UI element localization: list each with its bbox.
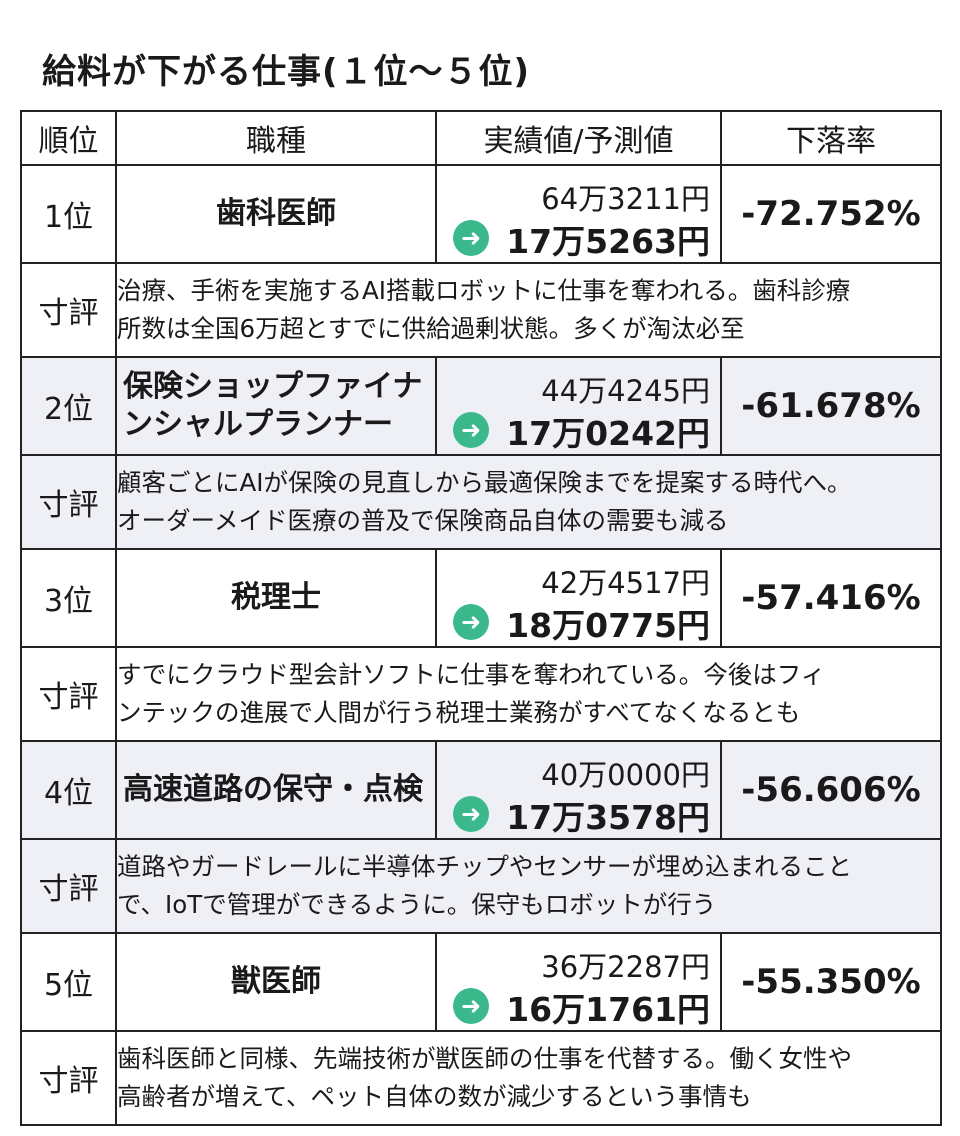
predicted-value: 17万5263円 — [506, 222, 710, 261]
table-row: 4位 高速道路の保守・点検 40万0000円 ➜ 17万3578円 -56.60… — [20, 740, 942, 840]
rank-cell: 5位 — [20, 932, 117, 1032]
job-cell: 税理士 — [115, 548, 437, 648]
comment-label: 寸評 — [20, 262, 117, 358]
rate-cell: -56.606% — [720, 740, 942, 840]
arrow-right-icon: ➜ — [453, 604, 489, 640]
current-value: 42万4517円 — [541, 566, 710, 600]
table-row: 1位 歯科医師 64万3211円 ➜ 17万5263円 -72.752% — [20, 164, 942, 264]
predicted-value: 18万0775円 — [506, 606, 710, 645]
header-rate: 下落率 — [720, 110, 942, 166]
rate-cell: -57.416% — [720, 548, 942, 648]
comment-line: 顧客ごとにAIが保険の見直しから最適保険までを提案する時代へ。 — [117, 468, 852, 497]
comment-cell: 顧客ごとにAIが保険の見直しから最適保険までを提案する時代へ。 オーダーメイド医… — [115, 454, 942, 550]
rate-cell: -55.350% — [720, 932, 942, 1032]
comment-cell: すでにクラウド型会計ソフトに仕事を奪われている。今後はフィ ンテックの進展で人間… — [115, 646, 942, 742]
rank-cell: 2位 — [20, 356, 117, 456]
rate-cell: -61.678% — [720, 356, 942, 456]
arrow-right-icon: ➜ — [453, 220, 489, 256]
current-value: 64万3211円 — [541, 182, 710, 216]
comment-row: 寸評 顧客ごとにAIが保険の見直しから最適保険までを提案する時代へ。 オーダーメ… — [20, 454, 942, 550]
job-cell: 高速道路の保守・点検 — [115, 740, 437, 840]
ranking-table: 順位 職種 実績値/予測値 下落率 1位 歯科医師 64万3211円 ➜ 17万… — [20, 110, 942, 1126]
comment-line: すでにクラウド型会計ソフトに仕事を奪われている。今後はフィ — [117, 660, 826, 689]
job-cell: 獣医師 — [115, 932, 437, 1032]
values-cell: 64万3211円 ➜ 17万5263円 — [435, 164, 722, 264]
comment-line: ンテックの進展で人間が行う税理士業務がすべてなくなるとも — [117, 698, 801, 727]
header-job: 職種 — [115, 110, 437, 166]
job-cell: 歯科医師 — [115, 164, 437, 264]
arrow-right-icon: ➜ — [453, 796, 489, 832]
current-value: 40万0000円 — [541, 758, 710, 792]
rank-cell: 1位 — [20, 164, 117, 264]
job-line: 保険ショップファイナ — [123, 369, 423, 404]
comment-line: 所数は全国6万超とすでに供給過剰状態。多くが淘汰必至 — [117, 314, 745, 343]
comment-line: 歯科医師と同様、先端技術が獣医師の仕事を代替する。働く女性や — [117, 1044, 852, 1073]
current-value: 36万2287円 — [541, 950, 710, 984]
comment-cell: 道路やガードレールに半導体チップやセンサーが埋め込まれること で、IoTで管理が… — [115, 838, 942, 934]
comment-cell: 歯科医師と同様、先端技術が獣医師の仕事を代替する。働く女性や 高齢者が増えて、ペ… — [115, 1030, 942, 1126]
table-row: 2位 保険ショップファイナ ンシャルプランナー 44万4245円 ➜ 17万02… — [20, 356, 942, 456]
table-row: 5位 獣医師 36万2287円 ➜ 16万1761円 -55.350% — [20, 932, 942, 1032]
comment-line: で、IoTで管理ができるように。保守もロボットが行う — [117, 890, 717, 919]
rank-cell: 4位 — [20, 740, 117, 840]
comment-row: 寸評 道路やガードレールに半導体チップやセンサーが埋め込まれること で、IoTで… — [20, 838, 942, 934]
header-values: 実績値/予測値 — [435, 110, 722, 166]
values-cell: 42万4517円 ➜ 18万0775円 — [435, 548, 722, 648]
comment-label: 寸評 — [20, 838, 117, 934]
arrow-right-icon: ➜ — [453, 988, 489, 1024]
comment-row: 寸評 治療、手術を実施するAI搭載ロボットに仕事を奪われる。歯科診療 所数は全国… — [20, 262, 942, 358]
values-cell: 36万2287円 ➜ 16万1761円 — [435, 932, 722, 1032]
job-line: ンシャルプランナー — [123, 407, 393, 442]
table-row: 3位 税理士 42万4517円 ➜ 18万0775円 -57.416% — [20, 548, 942, 648]
header-rank: 順位 — [20, 110, 117, 166]
comment-line: 高齢者が増えて、ペット自体の数が減少するという事情も — [117, 1082, 752, 1111]
comment-line: 治療、手術を実施するAI搭載ロボットに仕事を奪われる。歯科診療 — [117, 276, 851, 305]
rank-cell: 3位 — [20, 548, 117, 648]
job-cell: 保険ショップファイナ ンシャルプランナー — [115, 356, 437, 456]
rate-cell: -72.752% — [720, 164, 942, 264]
table-header-row: 順位 職種 実績値/予測値 下落率 — [20, 110, 942, 166]
comment-label: 寸評 — [20, 1030, 117, 1126]
comment-label: 寸評 — [20, 646, 117, 742]
predicted-value: 16万1761円 — [506, 990, 710, 1029]
page-title: 給料が下がる仕事(１位～５位) — [42, 52, 531, 92]
comment-row: 寸評 すでにクラウド型会計ソフトに仕事を奪われている。今後はフィ ンテックの進展… — [20, 646, 942, 742]
comment-line: オーダーメイド医療の普及で保険商品自体の需要も減る — [117, 506, 729, 535]
comment-label: 寸評 — [20, 454, 117, 550]
current-value: 44万4245円 — [541, 374, 710, 408]
arrow-right-icon: ➜ — [453, 412, 489, 448]
values-cell: 44万4245円 ➜ 17万0242円 — [435, 356, 722, 456]
comment-row: 寸評 歯科医師と同様、先端技術が獣医師の仕事を代替する。働く女性や 高齢者が増え… — [20, 1030, 942, 1126]
predicted-value: 17万3578円 — [506, 798, 710, 837]
comment-cell: 治療、手術を実施するAI搭載ロボットに仕事を奪われる。歯科診療 所数は全国6万超… — [115, 262, 942, 358]
predicted-value: 17万0242円 — [506, 414, 710, 453]
values-cell: 40万0000円 ➜ 17万3578円 — [435, 740, 722, 840]
comment-line: 道路やガードレールに半導体チップやセンサーが埋め込まれること — [117, 852, 852, 881]
